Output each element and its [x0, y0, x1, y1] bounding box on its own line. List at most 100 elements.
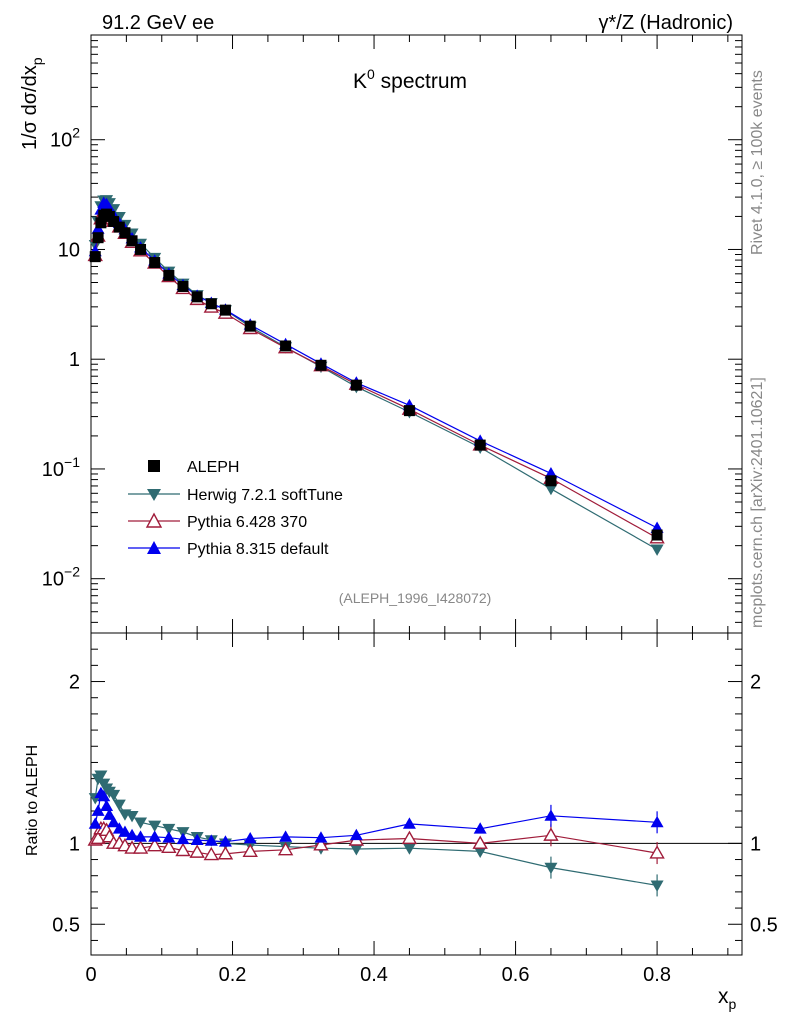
- plot-title-main: K: [353, 70, 367, 93]
- ratio-point-pythia-6-428-370: [217, 845, 234, 860]
- data-point-aleph: [403, 405, 415, 417]
- legend-marker-herwig: [147, 489, 161, 501]
- legend-marker-pythia8: [147, 541, 161, 554]
- rivet-label: Rivet 4.1.0, ≥ 100k events: [749, 70, 766, 255]
- legend-label-pythia6: Pythia 6.428 370: [187, 514, 307, 531]
- data-point-aleph: [135, 243, 147, 255]
- x-tick-label: 0.8: [643, 964, 671, 986]
- ratio-point-pythia-8-315-default: [118, 825, 132, 837]
- plot-title-rest: spectrum: [375, 70, 467, 93]
- ratio-point-herwig-7-2-1-softtune: [125, 810, 139, 823]
- process-label: γ*/Z (Hadronic): [599, 12, 733, 34]
- main-y-tick-label: 1: [69, 349, 80, 371]
- ratio-y-tick-label-right: 2: [750, 672, 761, 694]
- ratio-point-pythia-6-428-370: [242, 843, 258, 858]
- main-y-ticks: 10−2 10−1 1 10 102: [42, 34, 742, 633]
- ratio-point-pythia-6-428-370: [203, 846, 219, 861]
- legend-label-herwig: Herwig 7.2.1 softTune: [187, 487, 343, 504]
- data-point-aleph: [163, 269, 175, 281]
- ratio-point-pythia-8-315-default: [148, 830, 162, 842]
- ratio-line-pythia-8-315-default: [94, 791, 658, 843]
- ratio-point-pythia-6-428-370: [649, 845, 665, 859]
- ratio-point-pythia-8-315-default: [279, 830, 293, 842]
- ratio-point-herwig-7-2-1-softtune: [650, 880, 664, 892]
- ratio-point-herwig-7-2-1-softtune: [473, 846, 487, 858]
- y-axis-label-main: 1/σ dσ/dx: [19, 65, 41, 150]
- ratio-point-pythia-8-315-default: [650, 815, 664, 828]
- data-point-aleph: [119, 227, 131, 239]
- ratio-point-pythia-8-315-default: [134, 830, 148, 842]
- ratio-point-pythia-6-428-370: [472, 835, 488, 849]
- ratio-point-herwig-7-2-1-softtune: [112, 799, 126, 812]
- x-tick-label: 0.6: [502, 964, 530, 986]
- legend-marker-aleph: [148, 460, 160, 472]
- legend-item-pythia6: Pythia 6.428 370: [128, 512, 307, 531]
- ratio-point-pythia-8-315-default: [107, 815, 121, 828]
- ratio-y-tick-label-right: 0.5: [750, 914, 778, 936]
- ratio-series-pythia-8-315-default: [88, 786, 664, 847]
- ratio-point-pythia-6-428-370: [543, 827, 559, 841]
- data-point-aleph: [219, 304, 231, 316]
- analysis-label: (ALEPH_1996_I428072): [339, 590, 492, 606]
- ratio-point-pythia-8-315-default: [204, 834, 218, 846]
- ratio-point-herwig-7-2-1-softtune: [544, 862, 558, 875]
- legend: ALEPH Herwig 7.2.1 softTune Pythia 6.428…: [128, 459, 343, 558]
- data-point-aleph: [149, 257, 161, 269]
- ratio-y-axis-label: Ratio to ALEPH: [24, 745, 41, 856]
- data-point-aleph: [126, 235, 138, 247]
- mcplots-label: mcplots.cern.ch [arXiv:2401.10621]: [749, 377, 766, 628]
- ratio-point-pythia-8-315-default: [100, 799, 114, 812]
- data-point-aleph: [108, 215, 120, 227]
- main-y-tick-label: 10−2: [42, 564, 80, 591]
- energy-label: 91.2 GeV ee: [102, 12, 214, 34]
- ratio-point-herwig-7-2-1-softtune: [134, 817, 148, 829]
- data-point-aleph: [113, 221, 125, 233]
- x-axis-label: xp: [718, 985, 737, 1012]
- main-y-tick-label: 102: [50, 125, 80, 152]
- ratio-point-pythia-8-315-default: [190, 833, 204, 845]
- x-tick-label: 0.4: [360, 964, 388, 986]
- ratio-point-pythia-6-428-370: [313, 837, 329, 851]
- series-line-pythia-6-428-370: [94, 209, 658, 539]
- data-point-aleph: [92, 232, 104, 244]
- data-point-aleph: [315, 359, 327, 371]
- data-point-aleph: [350, 379, 362, 391]
- main-series-layer: [87, 195, 665, 556]
- ratio-point-pythia-8-315-default: [91, 804, 105, 816]
- data-point-aleph: [244, 320, 256, 332]
- ratio-point-pythia-8-315-default: [88, 817, 102, 829]
- data-point-aleph: [280, 340, 292, 352]
- y-axis-label-sub: p: [29, 57, 45, 65]
- data-point-herwig-7-2-1-softtune: [544, 483, 558, 496]
- legend-item-herwig: Herwig 7.2.1 softTune: [128, 487, 343, 504]
- main-y-tick-label: 10: [58, 239, 80, 261]
- ratio-point-pythia-8-315-default: [402, 817, 416, 829]
- legend-item-aleph: ALEPH: [148, 459, 239, 476]
- ratio-point-pythia-6-428-370: [90, 830, 106, 845]
- ratio-point-pythia-8-315-default: [544, 809, 558, 821]
- ratio-point-pythia-8-315-default: [473, 822, 487, 834]
- series-herwig-7-2-1-softtune: [88, 195, 664, 556]
- data-point-aleph: [89, 251, 101, 263]
- data-point-aleph: [651, 529, 663, 541]
- ratio-y-tick-label-left: 2: [69, 672, 80, 694]
- y-axis-label: 1/σ dσ/dxp: [19, 57, 45, 150]
- x-tick-label: 0: [85, 964, 96, 986]
- legend-marker-pythia6: [145, 512, 163, 528]
- ratio-point-pythia-6-428-370: [277, 841, 294, 856]
- ratio-point-pythia-6-428-370: [401, 830, 418, 845]
- series-pythia-8-315-default: [88, 196, 664, 533]
- legend-label-aleph: ALEPH: [187, 459, 239, 476]
- ratio-point-herwig-7-2-1-softtune: [107, 789, 121, 802]
- ratio-series-herwig-7-2-1-softtune: [88, 770, 664, 897]
- ratio-point-pythia-6-428-370: [189, 844, 205, 858]
- ratio-point-herwig-7-2-1-softtune: [349, 844, 363, 856]
- ratio-y-tick-label-right: 1: [750, 833, 761, 855]
- ratio-y-tick-label-left: 0.5: [52, 914, 80, 936]
- ratio-y-tick-label-left: 1: [69, 833, 80, 855]
- legend-item-pythia8: Pythia 8.315 default: [128, 541, 329, 558]
- series-line-pythia-8-315-default: [94, 202, 658, 529]
- series-aleph: [89, 208, 663, 541]
- ratio-point-herwig-7-2-1-softtune: [162, 823, 176, 836]
